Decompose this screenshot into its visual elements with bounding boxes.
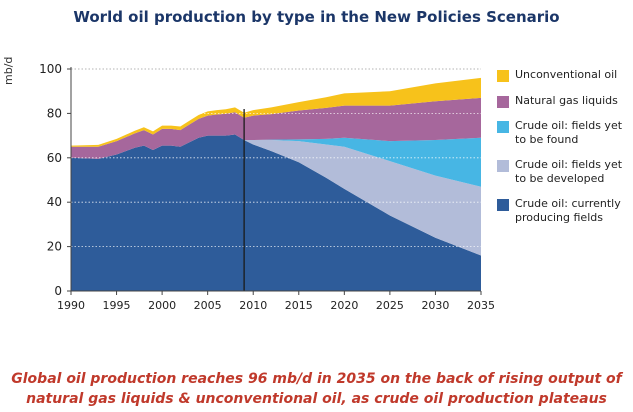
legend: Unconventional oil Natural gas liquids C… [497,68,633,225]
x-tick-label-1990: 1990 [57,299,85,312]
legend-label-fields-yet-to-be-found-2: to be found [515,133,579,146]
y-tick-label-80: 80 [47,106,62,120]
legend-swatch-currently-producing-fields [497,199,509,211]
legend-item-fields-yet-to-be-developed: Crude oil: fields yet to be developed [497,158,633,186]
x-tick-label-1995: 1995 [103,299,131,312]
legend-label-fields-yet-to-be-found-1: Crude oil: fields yet [515,119,623,132]
legend-item-natural-gas-liquids: Natural gas liquids [497,94,633,108]
y-tick-label-0: 0 [54,284,62,298]
chart-title: World oil production by type in the New … [73,8,560,26]
legend-swatch-unconventional-oil [497,70,509,82]
legend-label-natural-gas-liquids: Natural gas liquids [515,94,618,107]
y-tick-label-20: 20 [47,240,62,254]
y-tick-label-40: 40 [47,195,62,209]
y-tick-label-60: 60 [47,151,62,165]
area-crude-oil-fields-yet-to-be-developed [71,134,481,256]
legend-item-currently-producing-fields: Crude oil: currently producing fields [497,197,633,225]
legend-item-unconventional-oil: Unconventional oil [497,68,633,82]
area-crude-oil-fields-yet-to-be-found [71,134,481,187]
area-crude-oil-currently-producing-fields [71,134,481,291]
area-unconventional-oil [71,77,481,147]
legend-label-currently-producing-fields-1: Crude oil: currently [515,197,621,210]
legend-swatch-fields-yet-to-be-developed [497,160,509,172]
x-tick-label-2025: 2025 [376,299,404,312]
x-tick-label-2015: 2015 [285,299,313,312]
legend-label-unconventional-oil: Unconventional oil [515,68,618,81]
legend-swatch-fields-yet-to-be-found [497,121,509,133]
chart-caption: Global oil production reaches 96 mb/d in… [0,369,633,409]
legend-label-currently-producing-fields-2: producing fields [515,211,603,224]
x-tick-label-2005: 2005 [194,299,222,312]
legend-label-fields-yet-to-be-developed-1: Crude oil: fields yet [515,158,623,171]
caption-line-1: Global oil production reaches 96 mb/d in… [11,371,622,387]
x-tick-label-2030: 2030 [421,299,449,312]
legend-item-fields-yet-to-be-found: Crude oil: fields yet to be found [497,119,633,147]
x-tick-label-2020: 2020 [330,299,358,312]
x-tick-label-2010: 2010 [239,299,267,312]
y-tick-label-100: 100 [39,62,62,76]
x-tick-label-2035: 2035 [467,299,495,312]
legend-label-fields-yet-to-be-developed-2: to be developed [515,172,605,185]
legend-swatch-natural-gas-liquids [497,96,509,108]
area-natural-gas-liquids [71,97,481,159]
x-tick-label-2000: 2000 [148,299,176,312]
caption-line-2: natural gas liquids & unconventional oil… [26,391,607,407]
